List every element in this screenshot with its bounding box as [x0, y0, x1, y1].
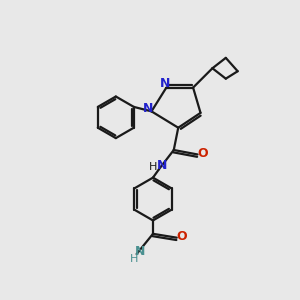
Text: N: N: [143, 103, 153, 116]
Text: N: N: [135, 244, 146, 258]
Text: N: N: [160, 77, 170, 90]
Text: N: N: [157, 159, 167, 172]
Text: O: O: [177, 230, 188, 243]
Text: H: H: [130, 254, 138, 264]
Text: H: H: [149, 162, 157, 172]
Text: O: O: [198, 147, 208, 160]
